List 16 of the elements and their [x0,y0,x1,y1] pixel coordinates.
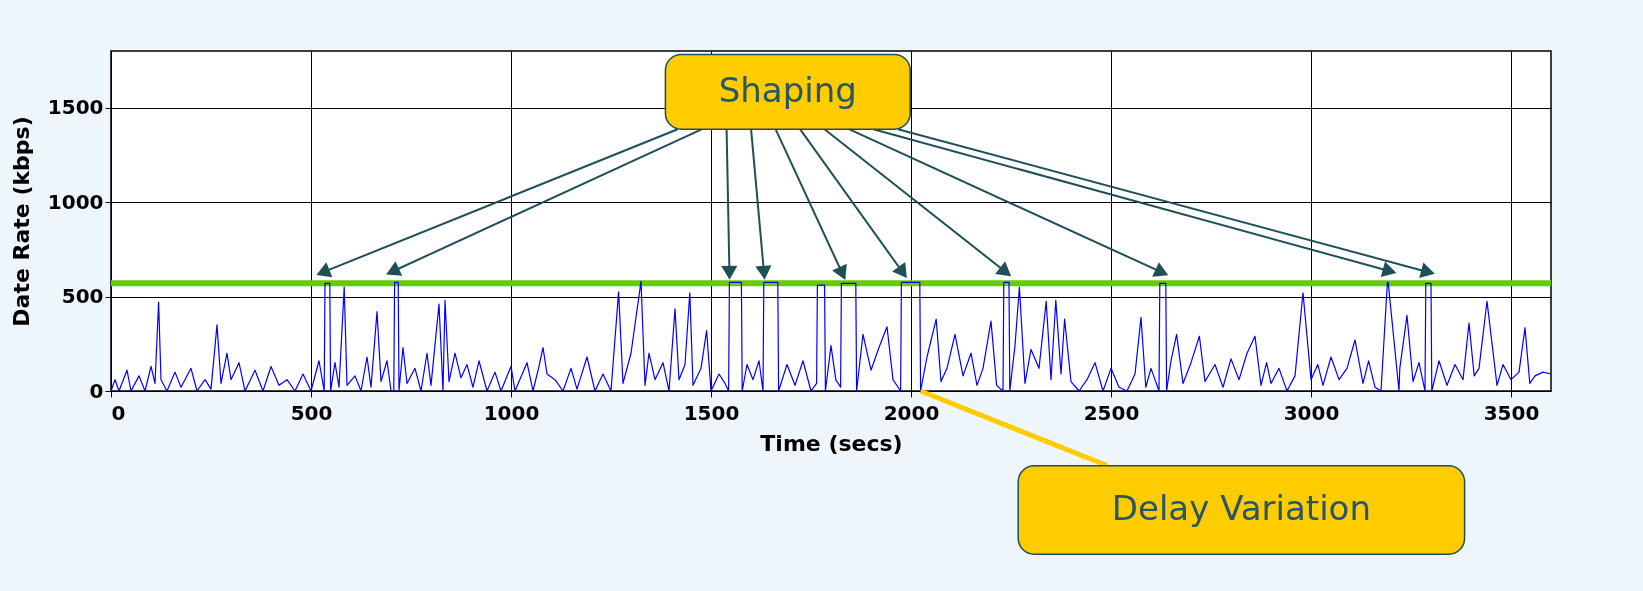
x-tick-label: 500 [290,400,333,425]
x-tick-label: 2000 [883,400,940,425]
y-tick-label: 1000 [47,189,104,214]
annotation: Shaping [718,69,857,110]
x-tick-label: 3000 [1283,400,1340,425]
y-tick-label: 500 [61,284,104,309]
x-tick-label: 3500 [1483,400,1540,425]
y-axis-title: Date Rate (kbps) [8,116,34,327]
x-tick-label: 2500 [1083,400,1140,425]
annotation: Delay Variation [1111,488,1371,528]
x-tick-label: 1000 [483,400,540,425]
y-tick-label: 0 [89,378,104,403]
y-tick-label: 1500 [47,95,104,120]
x-tick-label: 0 [111,400,126,425]
x-axis-title: Time (secs) [760,430,903,456]
x-tick-label: 1500 [683,400,740,425]
